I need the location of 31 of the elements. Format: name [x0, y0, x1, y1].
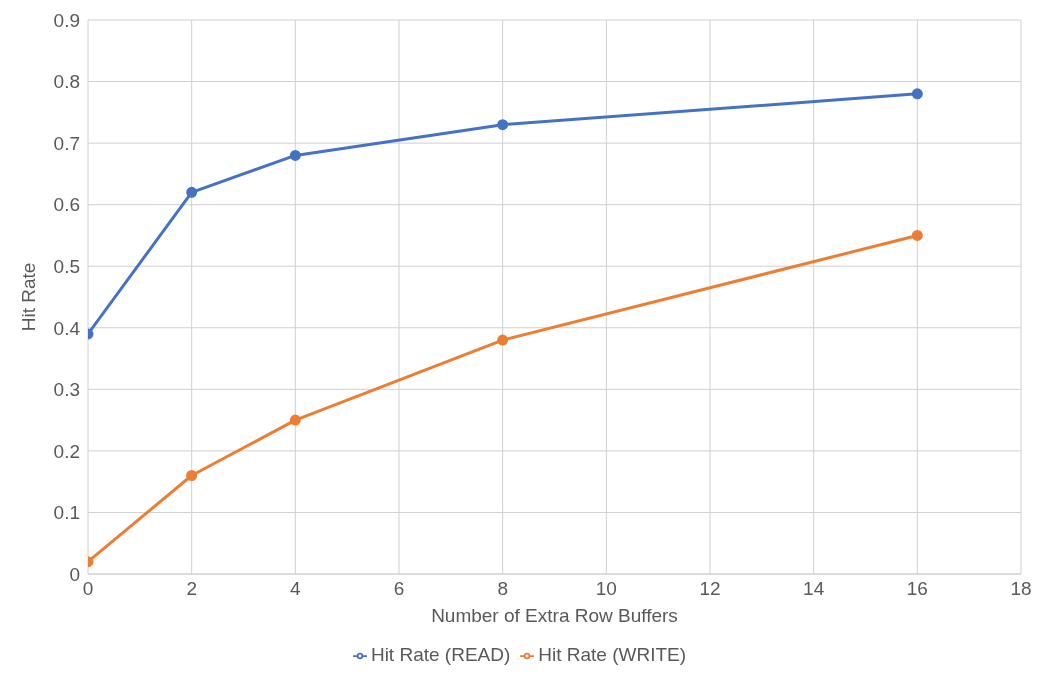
- y-tick-label: 0.3: [53, 379, 80, 401]
- x-axis-title: Number of Extra Row Buffers: [431, 605, 678, 626]
- y-tick-label: 0: [69, 563, 80, 585]
- point: [497, 334, 509, 346]
- point: [186, 186, 198, 198]
- y-tick-label: 0.8: [53, 71, 80, 93]
- x-tick-label: 2: [186, 578, 197, 600]
- x-tick-label: 16: [906, 578, 928, 600]
- x-tick-label: 8: [497, 578, 508, 600]
- x-tick-label: 18: [1010, 578, 1032, 600]
- y-tick-label: 0.6: [53, 194, 80, 216]
- y-axis-title: Hit Rate: [17, 262, 39, 332]
- legend-label: Hit Rate (READ): [370, 644, 511, 665]
- y-tick-label: 0.1: [53, 502, 80, 524]
- point: [186, 470, 198, 482]
- point: [289, 149, 301, 161]
- legend-label: Hit Rate (WRITE): [538, 644, 687, 665]
- y-tick-label: 0.5: [53, 255, 80, 277]
- y-tick-label: 0.7: [53, 132, 80, 154]
- point: [497, 119, 509, 131]
- point: [911, 229, 923, 241]
- y-tick-label: 0.2: [53, 440, 80, 462]
- x-tick-label: 4: [290, 578, 302, 600]
- point: [289, 414, 301, 426]
- x-tick-label: 12: [699, 578, 721, 600]
- x-tick-label: 6: [393, 578, 405, 600]
- y-tick-label: 0.4: [53, 317, 81, 339]
- point: [911, 88, 923, 100]
- y-tick-label: 0.9: [53, 9, 80, 31]
- x-tick-label: 10: [595, 578, 617, 600]
- x-tick-label: 14: [803, 578, 825, 600]
